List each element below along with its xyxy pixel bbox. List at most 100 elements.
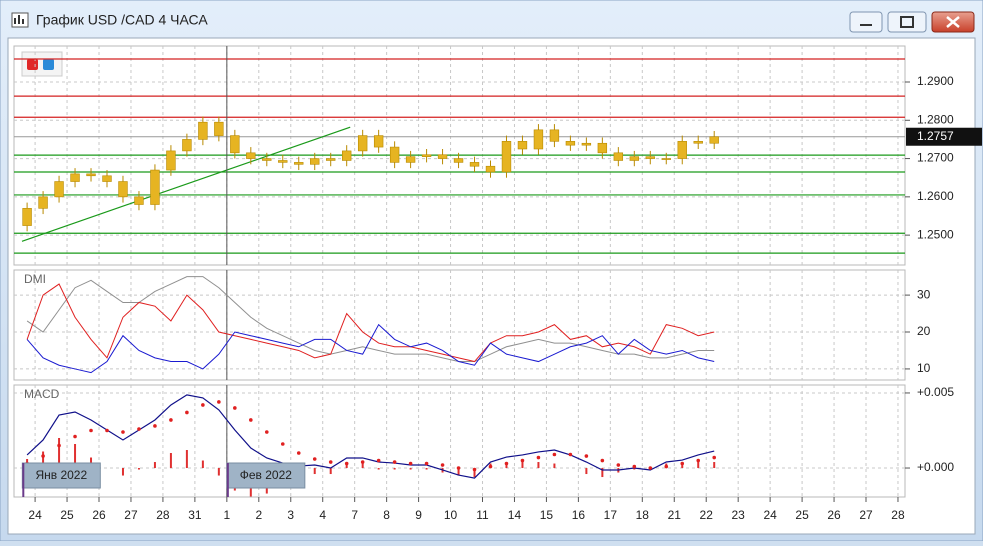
candle-body [421, 154, 432, 157]
signal-dot [185, 410, 189, 415]
histogram-bar [217, 468, 220, 476]
candle-body [214, 121, 224, 136]
histogram-bar [329, 468, 332, 475]
signal-dot [169, 418, 173, 422]
x-tick-label: 2 [255, 508, 262, 522]
x-tick-label: 21 [668, 508, 682, 522]
x-tick-label: 26 [92, 508, 106, 522]
signal-dot [41, 454, 45, 458]
candle-body [326, 158, 336, 161]
candle-body [533, 129, 544, 150]
signal-dot [217, 400, 221, 404]
candle-body [230, 135, 240, 154]
candle-body [294, 162, 304, 165]
period-label: Янв 2022 [35, 468, 87, 482]
x-tick-label: 28 [156, 508, 170, 522]
signal-dot [360, 460, 365, 464]
histogram-bar [137, 468, 140, 470]
candle-body [102, 175, 112, 182]
maximize-icon [900, 16, 914, 28]
candle-body [22, 208, 32, 226]
histogram-bar [409, 468, 412, 470]
signal-dot [57, 443, 61, 448]
histogram-bar [185, 450, 188, 469]
candle-body [357, 135, 368, 152]
signal-dot [680, 461, 685, 466]
histogram-bar [537, 462, 540, 469]
histogram-bar [553, 463, 556, 469]
histogram-bar [457, 468, 460, 476]
window-icon [11, 12, 29, 28]
x-tick-label: 15 [540, 508, 554, 522]
indicator-line [26, 323, 715, 374]
maximize-button[interactable] [887, 11, 927, 33]
signal-dot [584, 454, 589, 458]
candle-body [166, 150, 176, 171]
candle-body [437, 154, 448, 159]
candle-body [645, 156, 655, 159]
x-tick-label: 27 [859, 508, 873, 522]
candle-body [389, 146, 400, 163]
signal-dot [153, 424, 157, 428]
macd-panel [13, 384, 906, 498]
y-tick-label: 1.2800 [917, 112, 954, 126]
x-tick-label: 9 [415, 508, 422, 522]
y-tick-label: 20 [917, 324, 931, 338]
y-tick-label: 10 [917, 361, 931, 375]
signal-dot [568, 452, 573, 457]
histogram-bar [313, 468, 316, 475]
y-tick-label: 1.2700 [917, 151, 954, 165]
histogram-bar [74, 444, 77, 469]
signal-dot [600, 458, 605, 463]
histogram-bar [681, 465, 684, 469]
signal-dot [488, 464, 493, 469]
signal-dot [249, 418, 253, 422]
signal-dot [424, 461, 429, 466]
histogram-bar [473, 468, 476, 478]
x-tick-label: 26 [827, 508, 841, 522]
signal-dot [440, 463, 445, 467]
candle-body [86, 173, 96, 177]
candle-body [405, 156, 416, 163]
signal-dot [664, 464, 669, 469]
signal-dot [632, 464, 637, 469]
candle-body [198, 121, 208, 140]
signal-dot [616, 463, 621, 467]
dmi-panel [13, 269, 906, 381]
signal-dot [648, 466, 653, 470]
x-tick-label: 4 [319, 508, 326, 522]
candle-body [38, 196, 48, 209]
signal-dot [520, 458, 525, 463]
y-tick-label: 30 [917, 287, 931, 301]
period-label-box [226, 462, 306, 489]
panel-title: MACD [24, 387, 60, 401]
histogram-bar [169, 453, 172, 469]
y-tick-label: 1.2600 [917, 189, 954, 203]
minimize-button[interactable] [849, 11, 883, 33]
candle-body [581, 142, 592, 146]
candle-body [485, 165, 496, 173]
signal-dot [296, 451, 301, 455]
candle-body [677, 141, 687, 159]
candle-body [517, 141, 528, 150]
last-price-box [906, 127, 982, 146]
candle-body [693, 141, 703, 144]
period-label-box [21, 462, 101, 489]
candle-body [341, 150, 352, 161]
signal-dot [408, 461, 413, 466]
indicator-line [26, 283, 715, 363]
x-tick-label: 31 [188, 508, 202, 522]
histogram-bar [425, 468, 428, 470]
histogram-bar [377, 468, 380, 470]
panel-legend-icon [21, 51, 63, 77]
x-tick-label: 7 [351, 508, 358, 522]
histogram-bar [58, 437, 61, 469]
candle-body [549, 129, 560, 142]
signal-dot [233, 406, 237, 410]
signal-dot [73, 434, 77, 439]
close-icon [946, 16, 960, 28]
x-tick-label: 27 [124, 508, 138, 522]
signal-dot [392, 460, 397, 464]
